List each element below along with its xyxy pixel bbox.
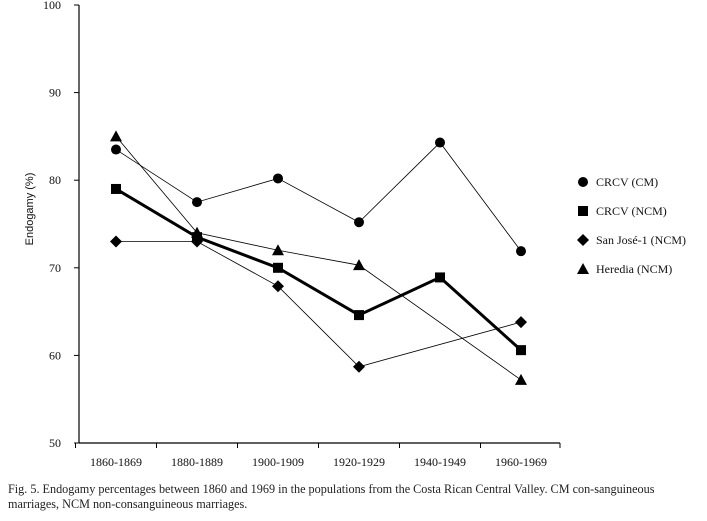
data-point-diamond [353, 360, 365, 373]
y-tick-label: 60 [49, 348, 61, 362]
data-point-circle [273, 173, 283, 184]
legend-marker-diamond [577, 234, 589, 246]
figure-caption: Fig. 5. Endogamy percentages between 186… [8, 482, 655, 511]
data-point-triangle [272, 244, 284, 256]
x-tick-label: 1860-1869 [90, 455, 142, 469]
data-point-square [435, 272, 445, 283]
data-point-square [273, 262, 283, 273]
series-circle [111, 137, 526, 257]
x-tick-label: 1960-1969 [495, 455, 547, 469]
x-tick-label: 1920-1929 [333, 455, 385, 469]
data-point-triangle [110, 130, 122, 142]
data-point-circle [192, 197, 202, 208]
series-line [116, 241, 522, 368]
legend-label: San José-1 (NCM) [596, 233, 686, 247]
series-line [115, 187, 523, 352]
data-point-circle [354, 217, 364, 228]
data-point-diamond [191, 235, 203, 248]
data-point-square [354, 310, 364, 321]
series-square [111, 183, 526, 356]
data-point-triangle [515, 373, 527, 385]
data-point-diamond [515, 316, 527, 329]
y-tick-label: 50 [49, 436, 61, 450]
y-tick-label: 70 [49, 261, 61, 275]
series-triangle [110, 130, 527, 385]
series-line [115, 136, 522, 381]
data-point-diamond [110, 235, 122, 248]
series-line [115, 141, 522, 252]
legend-marker-circle [578, 177, 588, 187]
x-tick-label: 1880-1889 [171, 455, 223, 469]
legend-label: CRCV (CM) [596, 175, 658, 189]
data-point-diamond [272, 280, 284, 293]
axes: 50 60 70 80 90 100 1860-1869 1880-1889 1900-1909… [24, 0, 561, 469]
y-tick-label: 80 [49, 173, 61, 187]
y-tick-label: 100 [43, 0, 61, 12]
y-axis-title: Endogamy (%) [24, 173, 36, 246]
series-diamond [110, 235, 527, 373]
legend-marker-square [578, 206, 588, 216]
legend: CRCV (CM) CRCV (NCM) San José-1 (NCM) Hered… [577, 175, 686, 276]
y-tick-label: 90 [49, 86, 61, 100]
series-layer [110, 130, 527, 385]
data-point-circle [111, 144, 121, 155]
data-point-triangle [191, 226, 203, 238]
x-tick-label: 1900-1909 [252, 455, 304, 469]
x-tick-label: 1940-1949 [414, 455, 466, 469]
legend-label: CRCV (NCM) [596, 204, 667, 218]
legend-marker-triangle [577, 263, 589, 274]
data-point-square [516, 345, 526, 356]
data-point-square [111, 183, 121, 194]
legend-label: Heredia (NCM) [596, 262, 672, 276]
data-point-circle [516, 246, 526, 257]
data-point-triangle [353, 259, 365, 271]
endogamy-line-chart: 50 60 70 80 90 100 1860-1869 1880-1889 1900-1909… [24, 0, 686, 469]
data-point-circle [435, 137, 445, 148]
